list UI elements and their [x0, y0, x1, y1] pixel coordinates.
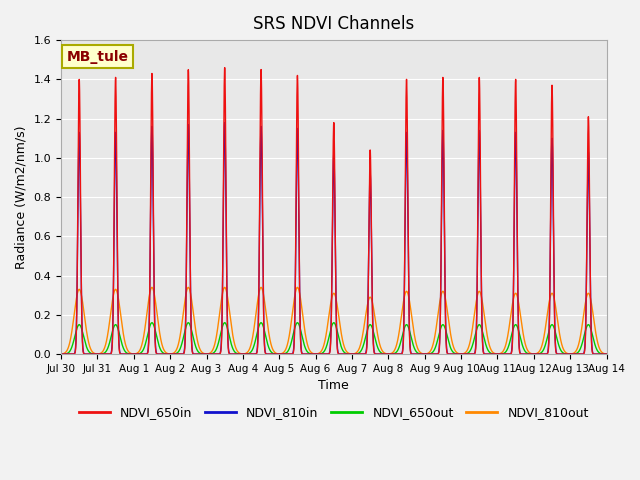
Title: SRS NDVI Channels: SRS NDVI Channels: [253, 15, 415, 33]
NDVI_810out: [603, 351, 611, 357]
Line: NDVI_650in: NDVI_650in: [61, 68, 607, 354]
NDVI_650out: [84, 348, 92, 354]
NDVI_650out: [603, 351, 611, 357]
NDVI_650out: [257, 320, 265, 325]
NDVI_810in: [461, 351, 469, 357]
Legend: NDVI_650in, NDVI_810in, NDVI_650out, NDVI_810out: NDVI_650in, NDVI_810in, NDVI_650out, NDV…: [74, 401, 594, 424]
NDVI_810in: [221, 120, 228, 125]
NDVI_650in: [255, 307, 262, 312]
NDVI_810out: [84, 339, 92, 345]
NDVI_650in: [221, 65, 228, 71]
X-axis label: Time: Time: [319, 379, 349, 392]
NDVI_810out: [57, 351, 65, 357]
Line: NDVI_810out: NDVI_810out: [61, 288, 607, 354]
NDVI_650out: [461, 351, 469, 357]
NDVI_810in: [255, 304, 262, 310]
NDVI_650in: [57, 351, 65, 357]
NDVI_810in: [603, 351, 611, 357]
NDVI_650in: [84, 351, 92, 357]
NDVI_810out: [491, 350, 499, 356]
NDVI_810out: [380, 350, 388, 356]
NDVI_650in: [491, 351, 499, 357]
NDVI_810in: [404, 195, 412, 201]
NDVI_810out: [461, 349, 469, 355]
NDVI_650in: [380, 351, 388, 357]
Text: MB_tule: MB_tule: [67, 49, 129, 63]
NDVI_810in: [491, 351, 499, 357]
NDVI_650in: [603, 351, 611, 357]
NDVI_650out: [57, 351, 65, 357]
Line: NDVI_650out: NDVI_650out: [61, 323, 607, 354]
NDVI_650out: [404, 323, 412, 329]
NDVI_650in: [404, 179, 412, 184]
NDVI_650out: [491, 351, 499, 357]
NDVI_810in: [84, 351, 92, 357]
NDVI_810in: [57, 351, 65, 357]
NDVI_810out: [255, 292, 262, 298]
NDVI_650in: [348, 351, 356, 357]
NDVI_650out: [255, 324, 262, 330]
Line: NDVI_810in: NDVI_810in: [61, 122, 607, 354]
NDVI_810out: [348, 351, 356, 357]
Y-axis label: Radiance (W/m2/nm/s): Radiance (W/m2/nm/s): [15, 125, 28, 269]
NDVI_810out: [404, 290, 412, 296]
NDVI_810out: [257, 285, 265, 290]
NDVI_650in: [461, 351, 469, 357]
NDVI_650out: [380, 351, 388, 357]
NDVI_810in: [380, 351, 388, 357]
